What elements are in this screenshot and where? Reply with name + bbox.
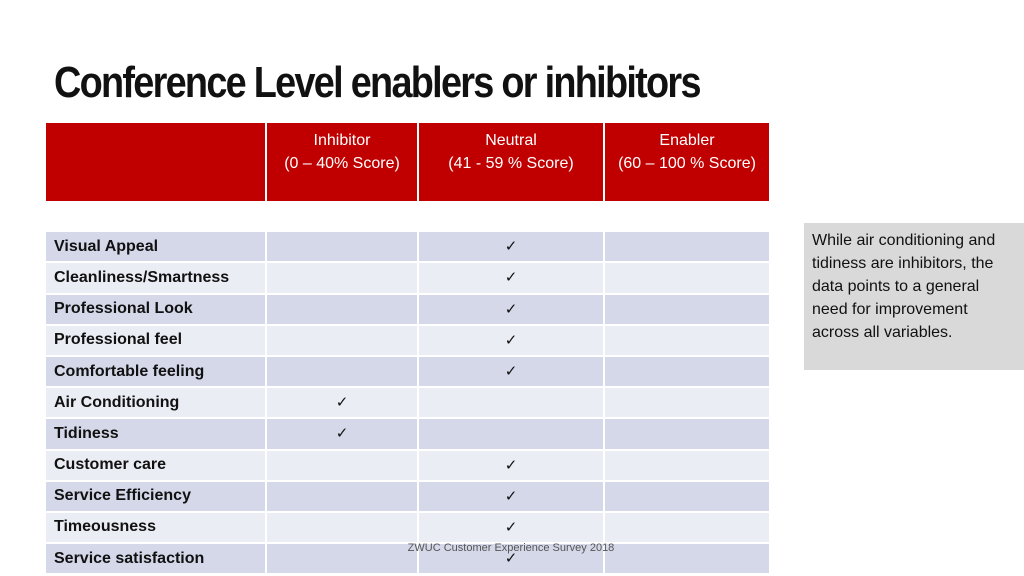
inhibitor-cell — [267, 232, 419, 264]
neutral-cell: ✓ — [419, 325, 605, 357]
inhibitor-cell — [267, 512, 419, 545]
neutral-cell: ✓ — [419, 294, 605, 326]
checkmark-icon: ✓ — [504, 455, 518, 474]
inhibitor-cell — [267, 356, 419, 389]
header-enabler: Enabler (60 – 100 % Score) — [605, 123, 769, 201]
table-header-row: Inhibitor (0 – 40% Score) Neutral (41 - … — [46, 123, 769, 201]
enabler-cell — [605, 481, 769, 513]
enabler-cell — [605, 388, 769, 420]
checkmark-icon: ✓ — [335, 393, 349, 412]
table-row: Cleanliness/Smartness ✓ — [46, 263, 769, 295]
neutral-cell: ✓ — [419, 450, 605, 482]
neutral-cell — [419, 419, 605, 451]
checkmark-icon: ✓ — [504, 268, 518, 287]
checkmark-icon: ✓ — [335, 424, 349, 443]
table-row: Service satisfaction ✓ — [46, 544, 769, 576]
inhibitor-cell — [267, 325, 419, 357]
header-inhibitor: Inhibitor (0 – 40% Score) — [267, 123, 419, 201]
row-label: Air Conditioning — [46, 388, 267, 420]
row-label: Timeousness — [46, 512, 267, 545]
checkmark-icon: ✓ — [504, 299, 518, 318]
inhibitor-cell — [267, 450, 419, 482]
table-row: Visual Appeal ✓ — [46, 232, 769, 264]
neutral-cell — [419, 388, 605, 420]
table-row: Service Efficiency ✓ — [46, 481, 769, 513]
header-inhibitor-range: (0 – 40% Score) — [284, 155, 400, 172]
enabler-cell — [605, 325, 769, 357]
neutral-cell: ✓ — [419, 481, 605, 513]
table-row: Air Conditioning ✓ — [46, 388, 769, 420]
enabler-cell — [605, 512, 769, 545]
row-label: Tidiness — [46, 419, 267, 451]
enabler-cell — [605, 263, 769, 295]
inhibitor-cell — [267, 481, 419, 513]
header-neutral-label: Neutral — [485, 132, 537, 149]
header-empty-cell — [46, 123, 267, 201]
checkmark-icon: ✓ — [504, 330, 518, 349]
checkmark-icon: ✓ — [504, 237, 518, 256]
row-label: Comfortable feeling — [46, 356, 267, 389]
table-row: Customer care ✓ — [46, 450, 769, 482]
header-gap — [46, 201, 769, 233]
table-row: Tidiness ✓ — [46, 419, 769, 451]
enabler-cell — [605, 419, 769, 451]
enabler-cell — [605, 356, 769, 389]
enabler-cell — [605, 544, 769, 576]
row-label: Visual Appeal — [46, 232, 267, 264]
inhibitor-cell — [267, 544, 419, 576]
checkmark-icon: ✓ — [504, 517, 518, 536]
row-label: Professional Look — [46, 294, 267, 326]
neutral-cell: ✓ — [419, 232, 605, 264]
row-label: Service satisfaction — [46, 544, 267, 576]
inhibitor-cell — [267, 294, 419, 326]
table-row: Professional feel ✓ — [46, 325, 769, 357]
table-body: Visual Appeal ✓ Cleanliness/Smartness ✓ Prof… — [46, 201, 769, 576]
row-label: Customer care — [46, 450, 267, 482]
row-label: Professional feel — [46, 325, 267, 357]
commentary-note: While air conditioning and tidiness are … — [804, 223, 1024, 370]
row-label: Service Efficiency — [46, 481, 267, 513]
header-enabler-label: Enabler — [659, 132, 715, 149]
slide-title: Conference Level enablers or inhibitors — [54, 58, 701, 107]
footer-text: ZWUC Customer Experience Survey 2018 — [407, 542, 615, 554]
inhibitor-cell: ✓ — [267, 419, 419, 451]
neutral-cell: ✓ — [419, 356, 605, 389]
row-label: Cleanliness/Smartness — [46, 263, 267, 295]
neutral-cell: ✓ — [419, 263, 605, 295]
header-inhibitor-label: Inhibitor — [313, 132, 371, 149]
table-row: Timeousness ✓ — [46, 512, 769, 545]
checkmark-icon: ✓ — [504, 486, 518, 505]
inhibitor-cell — [267, 263, 419, 295]
neutral-cell: ✓ — [419, 512, 605, 545]
enabler-cell — [605, 450, 769, 482]
inhibitor-cell: ✓ — [267, 388, 419, 420]
table-row: Professional Look ✓ — [46, 294, 769, 326]
header-enabler-range: (60 – 100 % Score) — [618, 155, 756, 172]
neutral-cell: ✓ — [419, 544, 605, 576]
footer-source: ZWUC Customer Experience Survey 2018 — [0, 542, 1024, 554]
checkmark-icon: ✓ — [504, 362, 518, 381]
header-neutral-range: (41 - 59 % Score) — [448, 155, 574, 172]
header-neutral: Neutral (41 - 59 % Score) — [419, 123, 605, 201]
enabler-cell — [605, 294, 769, 326]
enabler-cell — [605, 232, 769, 264]
checkmark-icon: ✓ — [504, 549, 518, 568]
table-row: Comfortable feeling ✓ — [46, 356, 769, 389]
ratings-table: Inhibitor (0 – 40% Score) Neutral (41 - … — [46, 123, 769, 576]
